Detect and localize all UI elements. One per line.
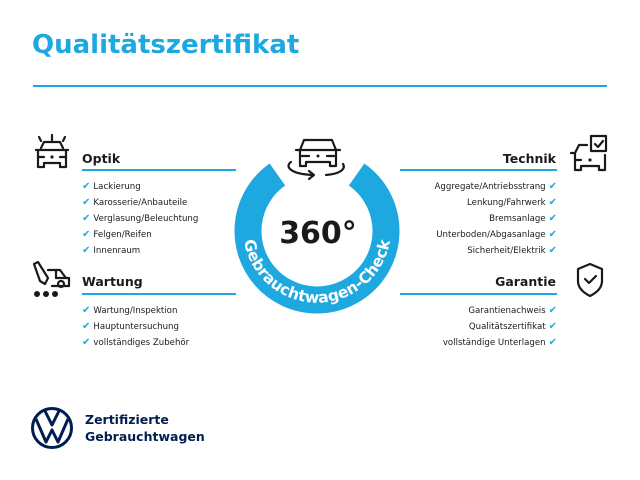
list-item: Bremsanlage ✔	[489, 213, 557, 224]
brand-text: Zertifizierte Gebrauchtwagen	[85, 411, 205, 445]
section-heading-wartung: Wartung	[82, 274, 143, 289]
check-icon: ✔	[82, 181, 91, 192]
car-lights-icon	[34, 133, 70, 169]
list-item: Qualitätszertifikat ✔	[468, 321, 557, 332]
list-item: Aggregate/Antriebsstrang ✔	[434, 181, 557, 192]
car-rotate-icon	[287, 138, 345, 181]
check-icon: ✔	[548, 197, 557, 208]
check-icon: ✔	[82, 337, 91, 348]
check-icon: ✔	[82, 321, 91, 332]
list-item: Garantienachweis ✔	[468, 305, 557, 316]
technik-divider	[400, 169, 557, 171]
check-icon: ✔	[548, 337, 557, 348]
list-item: ✔ Verglasung/Beleuchtung	[82, 213, 199, 224]
car-checkbox-icon	[569, 134, 608, 172]
check-icon: ✔	[548, 321, 557, 332]
page-title: Qualitätszertifikat	[32, 30, 300, 60]
vw-logo	[31, 407, 73, 449]
list-item: Lenkung/Fahrwerk ✔	[467, 197, 557, 208]
service-tools-icon	[32, 260, 71, 297]
check-icon: ✔	[82, 305, 91, 316]
list-item: ✔ Hauptuntersuchung	[82, 321, 179, 332]
center-value: 360°	[279, 216, 357, 251]
garantie-divider	[400, 293, 557, 295]
optik-list: ✔ Lackierung ✔ Karosserie/Anbauteile ✔ Verg…	[82, 179, 198, 259]
technik-list: Aggregate/Antriebsstrang ✔ Lenkung/Fahrwe…	[435, 179, 557, 259]
section-heading-garantie: Garantie	[495, 274, 556, 289]
check-icon: ✔	[82, 197, 91, 208]
check-icon: ✔	[82, 213, 91, 224]
check-icon: ✔	[548, 213, 557, 224]
check-icon: ✔	[548, 245, 557, 256]
check-icon: ✔	[548, 305, 557, 316]
brand-line-2: Gebrauchtwagen	[85, 429, 205, 444]
check-icon: ✔	[82, 245, 91, 256]
garantie-list: Garantienachweis ✔ Qualitätszertifikat ✔ v…	[443, 303, 557, 351]
list-item: ✔ Wartung/Inspektion	[82, 305, 178, 316]
list-item: Unterboden/Abgasanlage ✔	[436, 229, 557, 240]
check-icon: ✔	[548, 229, 557, 240]
list-item: ✔ vollständiges Zubehör	[82, 337, 190, 348]
shield-check-icon	[576, 262, 604, 298]
check-icon: ✔	[82, 229, 91, 240]
wartung-divider	[82, 293, 236, 295]
title-divider	[33, 85, 607, 87]
list-item: vollständige Unterlagen ✔	[442, 337, 557, 348]
optik-divider	[82, 169, 236, 171]
wartung-list: ✔ Wartung/Inspektion ✔ Hauptuntersuchung ✔…	[82, 303, 189, 351]
list-item: ✔ Felgen/Reifen	[82, 229, 152, 240]
section-heading-optik: Optik	[82, 151, 121, 166]
list-item: ✔ Karosserie/Anbauteile	[82, 197, 188, 208]
list-item: Sicherheit/Elektrik ✔	[467, 245, 557, 256]
section-heading-technik: Technik	[502, 151, 556, 166]
brand-line-1: Zertifizierte	[85, 412, 169, 427]
list-item: ✔ Innenraum	[82, 245, 141, 256]
list-item: ✔ Lackierung	[82, 181, 141, 192]
check-icon: ✔	[548, 181, 557, 192]
check-ring	[234, 163, 400, 314]
